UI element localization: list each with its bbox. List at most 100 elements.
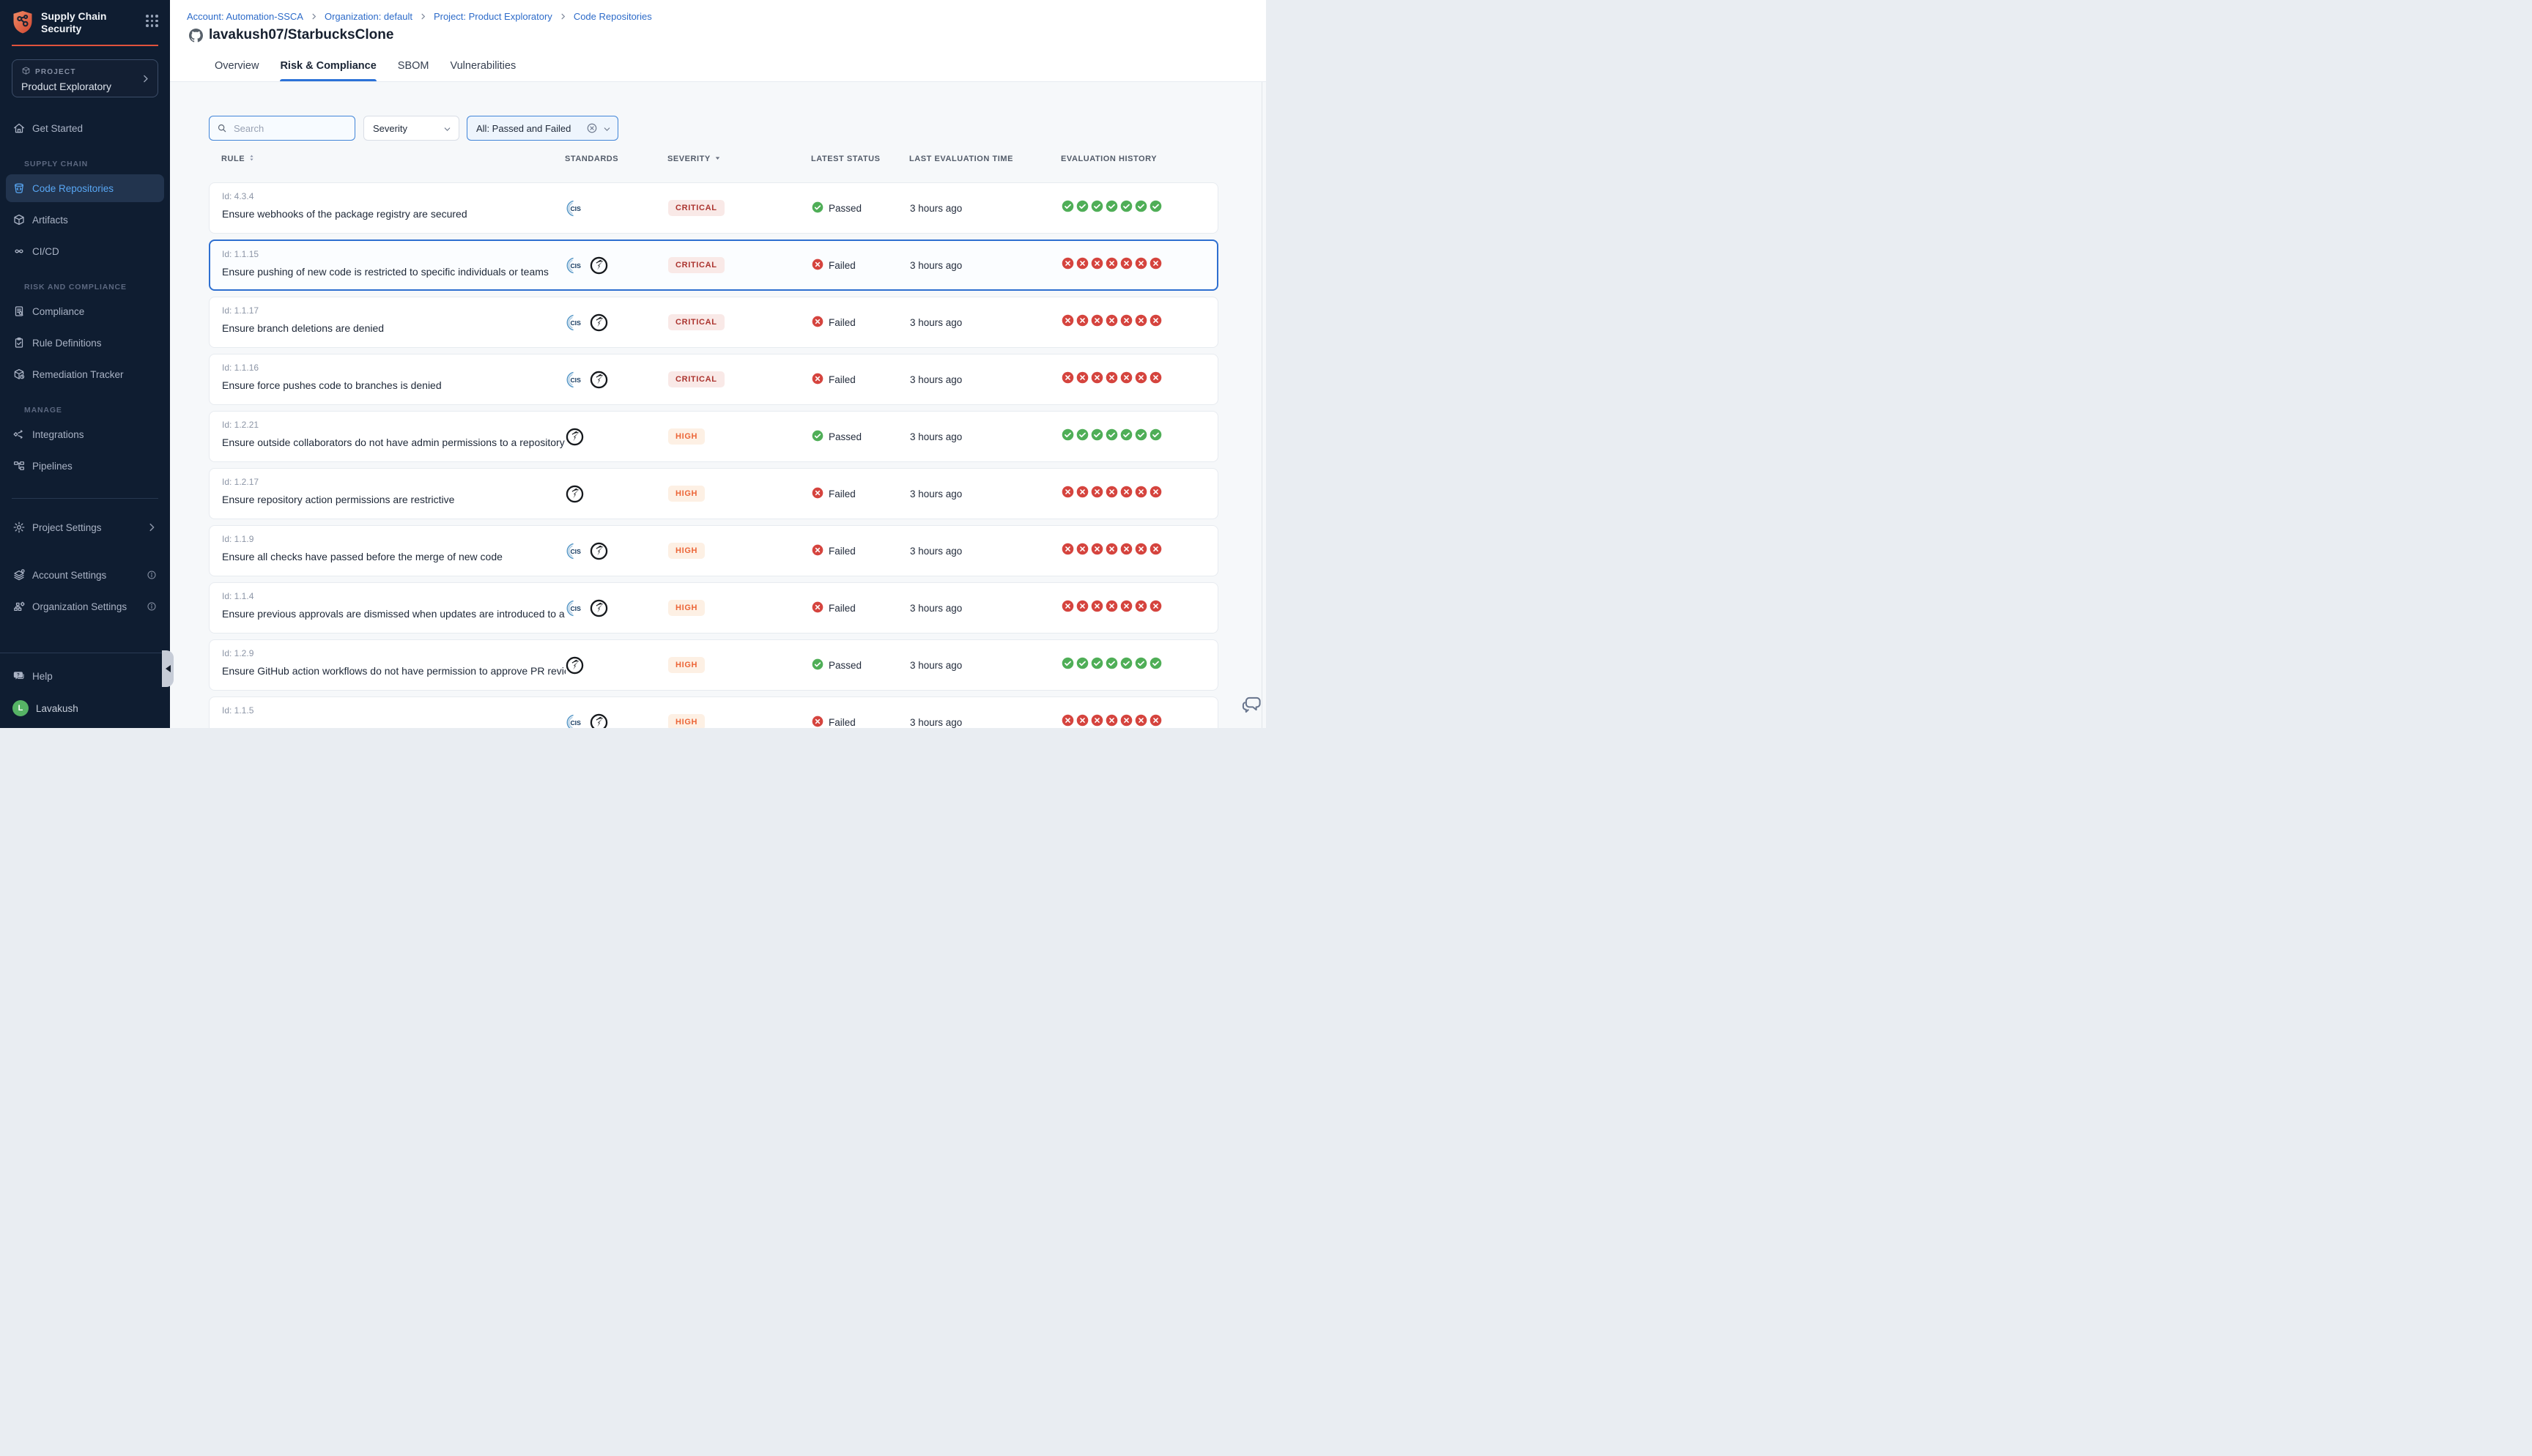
svg-text:CIS: CIS — [570, 376, 581, 384]
table-row-id-1-2-17[interactable]: Id: 1.2.17 Ensure repository action perm… — [209, 468, 1218, 519]
support-chat-icon[interactable] — [1241, 693, 1263, 715]
table-row-id-1-1-16[interactable]: Id: 1.1.16 Ensure force pushes code to b… — [209, 354, 1218, 405]
standards-cell — [566, 485, 668, 503]
chevron-down-icon — [443, 125, 451, 133]
status-label: Failed — [829, 317, 856, 328]
column-header-rule[interactable]: RULE — [221, 154, 565, 164]
rule-name: Ensure branch deletions are denied — [222, 322, 566, 334]
avatar: L — [12, 700, 29, 716]
history-fail-icon — [1135, 543, 1147, 559]
history-fail-icon — [1106, 257, 1118, 273]
sidebar-item-code-repositories[interactable]: Code Repositories — [6, 174, 164, 202]
history-fail-icon — [1062, 257, 1074, 273]
sidebar-item-ci-cd[interactable]: CI/CD — [6, 237, 164, 265]
breadcrumb-link-account-automation-ssca[interactable]: Account: Automation-SSCA — [187, 11, 303, 22]
sidebar-item-integrations[interactable]: Integrations — [6, 420, 164, 448]
history-fail-icon — [1062, 543, 1074, 559]
breadcrumb-link-code-repositories[interactable]: Code Repositories — [574, 11, 652, 22]
history-pass-icon — [1091, 428, 1103, 445]
sidebar-collapse-handle[interactable] — [162, 650, 174, 687]
table-row-id-1-1-17[interactable]: Id: 1.1.17 Ensure branch deletions are d… — [209, 297, 1218, 348]
sidebar-item-remediation-tracker[interactable]: Remediation Tracker — [6, 360, 164, 388]
info-icon[interactable] — [147, 570, 157, 580]
evaluation-history — [1062, 371, 1218, 387]
tab-overview[interactable]: Overview — [215, 60, 259, 81]
project-selector[interactable]: PROJECT Product Exploratory — [12, 59, 158, 97]
owasp-standard-icon — [590, 256, 608, 275]
breadcrumb-link-project-product-exploratory[interactable]: Project: Product Exploratory — [434, 11, 552, 22]
sidebar-item-help[interactable]: ? Help — [6, 662, 164, 690]
history-fail-icon — [1150, 600, 1162, 616]
tab-risk-compliance[interactable]: Risk & Compliance — [280, 60, 376, 81]
brand: Supply Chain Security — [0, 0, 170, 35]
history-pass-icon — [1135, 657, 1147, 673]
history-fail-icon — [1106, 714, 1118, 728]
cis-standard-icon: CIS — [566, 371, 584, 389]
table-row-id-1-2-9[interactable]: Id: 1.2.9 Ensure GitHub action workflows… — [209, 639, 1218, 691]
history-pass-icon — [1076, 200, 1089, 216]
project-box-icon — [21, 66, 31, 78]
history-fail-icon — [1091, 543, 1103, 559]
status-filter-chip[interactable]: All: Passed and Failed — [467, 116, 618, 141]
history-fail-icon — [1120, 371, 1133, 387]
rule-id: Id: 1.1.15 — [222, 249, 566, 259]
status-fail-icon — [812, 373, 823, 387]
sidebar-item-get-started[interactable]: Get Started — [6, 114, 164, 142]
sidebar-item-project-settings[interactable]: Project Settings — [6, 513, 164, 541]
status-fail-icon — [812, 259, 823, 272]
user-menu[interactable]: L Lavakush — [6, 700, 164, 716]
table-row-id-1-1-15[interactable]: Id: 1.1.15 Ensure pushing of new code is… — [209, 239, 1218, 291]
table-row-id-1-1-5[interactable]: Id: 1.1.5 CIS HIGH Failed 3 hours ago — [209, 697, 1218, 728]
table-row-id-1-2-21[interactable]: Id: 1.2.21 Ensure outside collaborators … — [209, 411, 1218, 462]
standards-cell: CIS — [566, 371, 668, 389]
severity-filter-dropdown[interactable]: Severity — [363, 116, 459, 141]
standards-cell: CIS — [566, 599, 668, 617]
info-icon[interactable] — [147, 601, 157, 612]
sidebar-settings: Project Settings Account Settings Organi… — [0, 513, 170, 624]
sidebar-item-artifacts[interactable]: Artifacts — [6, 206, 164, 234]
last-evaluation-time: 3 hours ago — [910, 660, 1062, 671]
sidebar-item-rule-definitions[interactable]: Rule Definitions — [6, 329, 164, 357]
sidebar-item-organization-settings[interactable]: Organization Settings — [6, 593, 164, 620]
breadcrumb-link-organization-default[interactable]: Organization: default — [325, 11, 412, 22]
clear-filter-icon[interactable] — [586, 122, 598, 134]
app-switcher-grid-icon[interactable] — [146, 15, 158, 27]
tab-vulnerabilities[interactable]: Vulnerabilities — [450, 60, 516, 81]
history-fail-icon — [1135, 600, 1147, 616]
code-repository-icon — [12, 182, 26, 195]
history-fail-icon — [1062, 371, 1074, 387]
rule-name: Ensure webhooks of the package registry … — [222, 208, 566, 220]
severity-badge: HIGH — [668, 600, 705, 616]
sort-icon[interactable] — [248, 154, 256, 164]
history-fail-icon — [1091, 371, 1103, 387]
history-pass-icon — [1106, 657, 1118, 673]
history-pass-icon — [1150, 657, 1162, 673]
table-row-id-1-1-9[interactable]: Id: 1.1.9 Ensure all checks have passed … — [209, 525, 1218, 576]
sidebar-item-account-settings[interactable]: Account Settings — [6, 561, 164, 589]
search-input[interactable] — [232, 122, 349, 135]
sidebar: Supply Chain Security PROJECT Product Ex… — [0, 0, 170, 728]
history-fail-icon — [1062, 486, 1074, 502]
sidebar-item-compliance[interactable]: Compliance — [6, 297, 164, 325]
sort-desc-icon[interactable] — [714, 154, 722, 164]
svg-text:CIS: CIS — [570, 548, 581, 555]
status-cell: Failed — [812, 259, 910, 272]
status-label: Failed — [829, 374, 856, 385]
clipboard-check-icon — [12, 336, 26, 349]
cis-standard-icon: CIS — [566, 256, 584, 275]
status-cell: Passed — [812, 430, 910, 444]
cube-icon — [12, 213, 26, 226]
table-row-id-4-3-4[interactable]: Id: 4.3.4 Ensure webhooks of the package… — [209, 182, 1218, 234]
last-evaluation-time: 3 hours ago — [910, 374, 1062, 385]
history-fail-icon — [1120, 257, 1133, 273]
history-pass-icon — [1135, 200, 1147, 216]
breadcrumb: Account: Automation-SSCA Organization: de… — [187, 11, 1266, 22]
sidebar-item-pipelines[interactable]: Pipelines — [6, 452, 164, 480]
table-row-id-1-1-4[interactable]: Id: 1.1.4 Ensure previous approvals are … — [209, 582, 1218, 634]
column-header-severity[interactable]: SEVERITY — [667, 154, 811, 164]
rule-name: Ensure outside collaborators do not have… — [222, 437, 566, 448]
tab-sbom[interactable]: SBOM — [398, 60, 429, 81]
history-fail-icon — [1150, 714, 1162, 728]
standards-cell: CIS — [566, 199, 668, 218]
history-fail-icon — [1135, 486, 1147, 502]
